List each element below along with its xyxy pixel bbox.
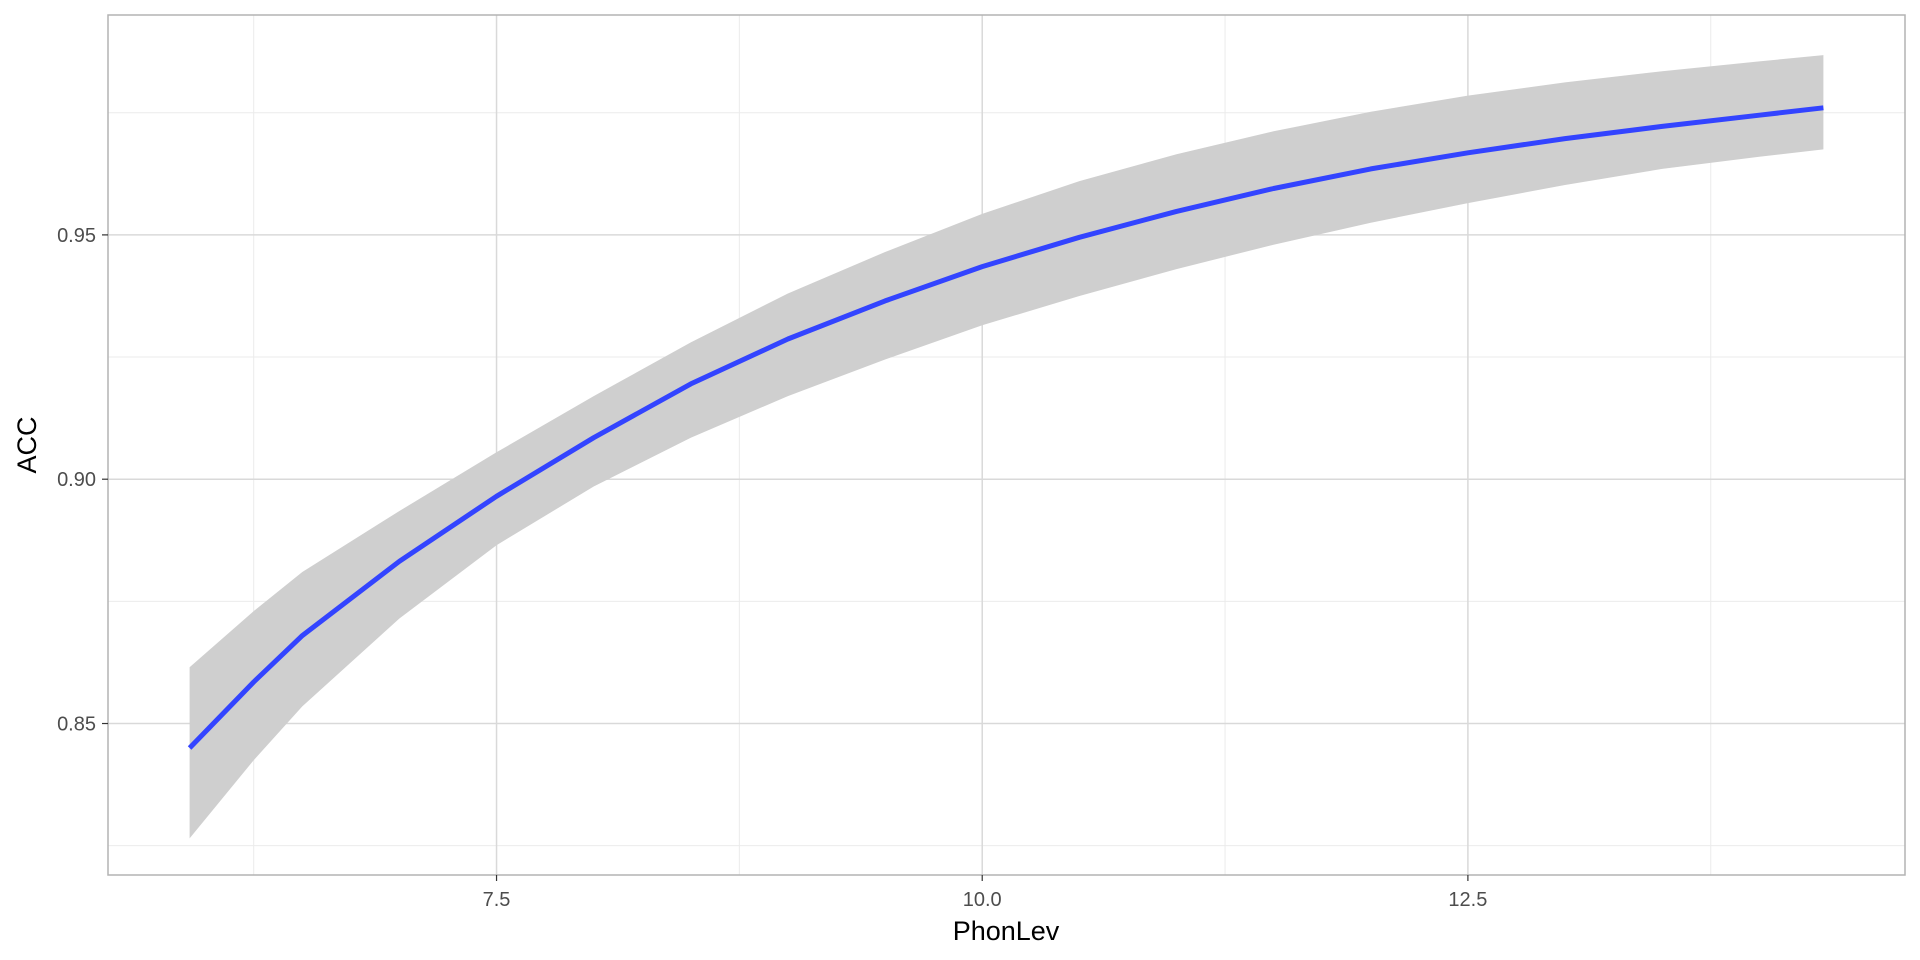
x-tick-label: 12.5 [1448,889,1487,911]
x-axis-ticks: 7.5 10.0 12.5 [483,875,1487,911]
y-tick-label: 0.95 [57,225,96,247]
plot-panel-border [107,14,1906,876]
x-axis-title: PhonLev [953,916,1060,946]
confidence-ribbon [189,55,1824,839]
y-axis-title: ACC [12,416,42,473]
y-tick-label: 0.90 [57,469,96,491]
y-axis-ticks: 0.85 0.90 0.95 [57,225,108,736]
x-tick-label: 10.0 [963,889,1002,911]
y-tick-label: 0.85 [57,714,96,736]
fitted-line [187,105,1824,750]
x-tick-label: 7.5 [483,889,511,911]
